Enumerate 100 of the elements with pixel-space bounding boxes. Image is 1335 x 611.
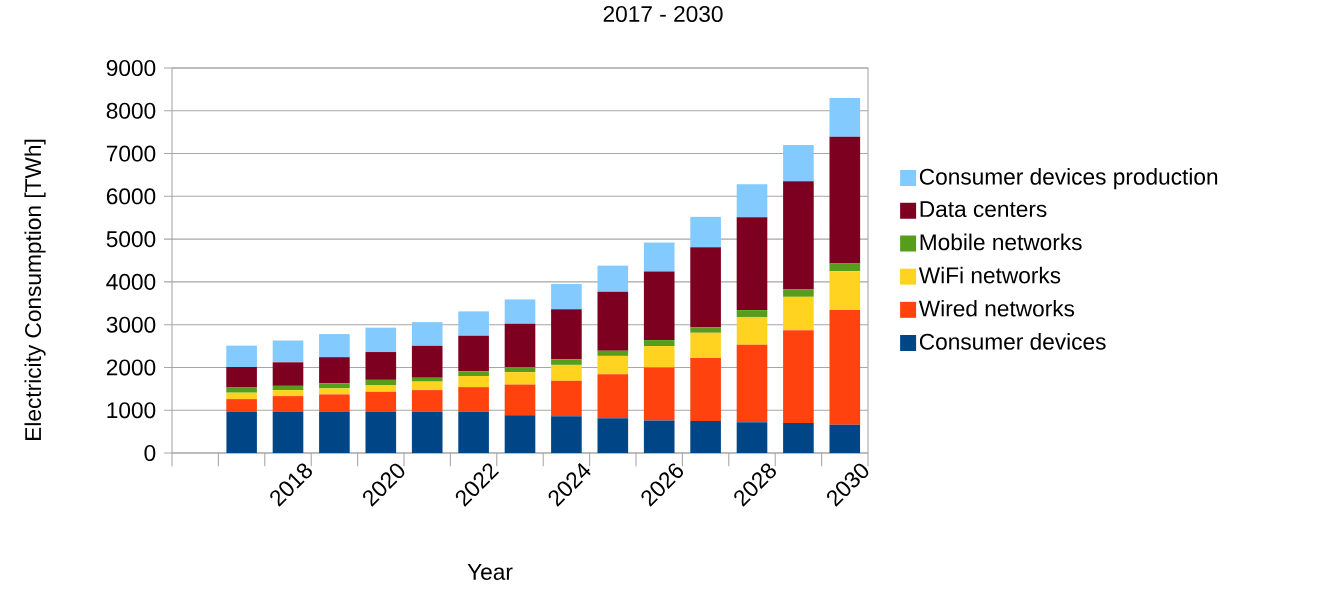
bar bbox=[829, 424, 861, 453]
bar bbox=[690, 216, 721, 248]
bar bbox=[597, 265, 629, 292]
y-tick-label: 7000 bbox=[106, 145, 156, 162]
bar bbox=[597, 374, 629, 419]
bar bbox=[411, 345, 443, 378]
bar bbox=[597, 418, 629, 453]
bar bbox=[458, 335, 489, 372]
bar bbox=[829, 97, 861, 137]
legend-label: Wired networks bbox=[918, 299, 1075, 317]
bar bbox=[736, 344, 768, 423]
y-tick-label: 2000 bbox=[106, 359, 156, 376]
bar bbox=[365, 391, 397, 412]
bar bbox=[551, 416, 582, 453]
bar bbox=[458, 387, 489, 412]
legend-label: WiFi networks bbox=[918, 266, 1061, 284]
y-tick-label: 4000 bbox=[106, 273, 156, 290]
bar bbox=[272, 340, 304, 363]
bar bbox=[226, 387, 257, 393]
legend-label: Mobile networks bbox=[920, 233, 1082, 251]
bar bbox=[272, 390, 304, 397]
bar bbox=[643, 346, 675, 368]
bar bbox=[365, 379, 397, 386]
bar bbox=[458, 411, 489, 453]
bar bbox=[504, 384, 536, 416]
bar bbox=[272, 362, 304, 386]
bar bbox=[226, 367, 257, 388]
bar bbox=[643, 242, 675, 272]
bar bbox=[736, 184, 768, 218]
bar bbox=[458, 376, 489, 388]
bar bbox=[272, 396, 304, 412]
bar bbox=[690, 332, 721, 359]
y-tick-label: 5000 bbox=[106, 231, 156, 248]
y-axis-title: Electricity Consumption [TWh] bbox=[24, 139, 46, 440]
y-tick-label: 3000 bbox=[106, 316, 156, 333]
bar bbox=[504, 367, 536, 373]
bar bbox=[829, 136, 861, 264]
bar bbox=[319, 334, 350, 358]
bar bbox=[690, 247, 721, 328]
y-tick-label: 1000 bbox=[107, 402, 156, 419]
y-tick-label: 6000 bbox=[106, 188, 156, 205]
bar bbox=[829, 263, 861, 272]
y-tick-label: 8000 bbox=[106, 102, 156, 119]
bar bbox=[411, 377, 443, 382]
bar bbox=[319, 411, 350, 453]
bar bbox=[504, 372, 536, 385]
bar bbox=[736, 316, 768, 345]
bar bbox=[597, 350, 629, 356]
bar bbox=[411, 411, 443, 453]
bar bbox=[690, 327, 721, 333]
bar bbox=[319, 394, 350, 412]
bar bbox=[551, 380, 582, 417]
y-tick-label: 0 bbox=[144, 444, 156, 462]
bar bbox=[643, 420, 675, 453]
legend-label: Consumer devices bbox=[919, 333, 1106, 350]
bar bbox=[365, 352, 397, 380]
bar bbox=[411, 381, 443, 391]
bar bbox=[783, 296, 814, 331]
legend-label: Data centers bbox=[920, 201, 1047, 218]
bar bbox=[829, 271, 861, 311]
bar bbox=[504, 323, 536, 368]
bar bbox=[690, 420, 721, 453]
bar bbox=[783, 181, 814, 290]
bar bbox=[643, 340, 675, 347]
y-tick-label: 9000 bbox=[106, 59, 156, 77]
bar bbox=[643, 271, 675, 341]
chart-title: 2017 - 2030 bbox=[603, 5, 723, 23]
bar bbox=[319, 383, 350, 389]
bar bbox=[319, 357, 350, 384]
bar bbox=[783, 330, 814, 424]
bar bbox=[226, 392, 257, 400]
bar bbox=[226, 411, 257, 453]
bar bbox=[226, 399, 257, 412]
bar bbox=[643, 367, 675, 421]
bar bbox=[736, 217, 768, 311]
bar bbox=[411, 322, 443, 346]
bar bbox=[597, 291, 629, 351]
bar bbox=[411, 390, 443, 412]
bar bbox=[504, 415, 536, 453]
bar bbox=[783, 145, 814, 182]
bar bbox=[736, 422, 768, 453]
bar bbox=[319, 388, 350, 395]
bar bbox=[736, 310, 768, 317]
bar bbox=[272, 411, 304, 453]
bar bbox=[597, 355, 629, 375]
bar bbox=[690, 358, 721, 421]
bar bbox=[783, 289, 814, 297]
bar bbox=[365, 327, 397, 353]
bar bbox=[829, 310, 861, 425]
bar bbox=[551, 284, 582, 310]
bar bbox=[551, 309, 582, 360]
bar bbox=[365, 385, 397, 392]
bar bbox=[458, 371, 489, 376]
legend-label: Consumer devices production bbox=[919, 168, 1218, 190]
bar bbox=[551, 359, 582, 365]
bar bbox=[504, 299, 536, 324]
bar bbox=[458, 311, 489, 336]
bar bbox=[226, 345, 257, 368]
bar bbox=[365, 411, 397, 453]
x-axis-title: Year bbox=[467, 564, 513, 580]
